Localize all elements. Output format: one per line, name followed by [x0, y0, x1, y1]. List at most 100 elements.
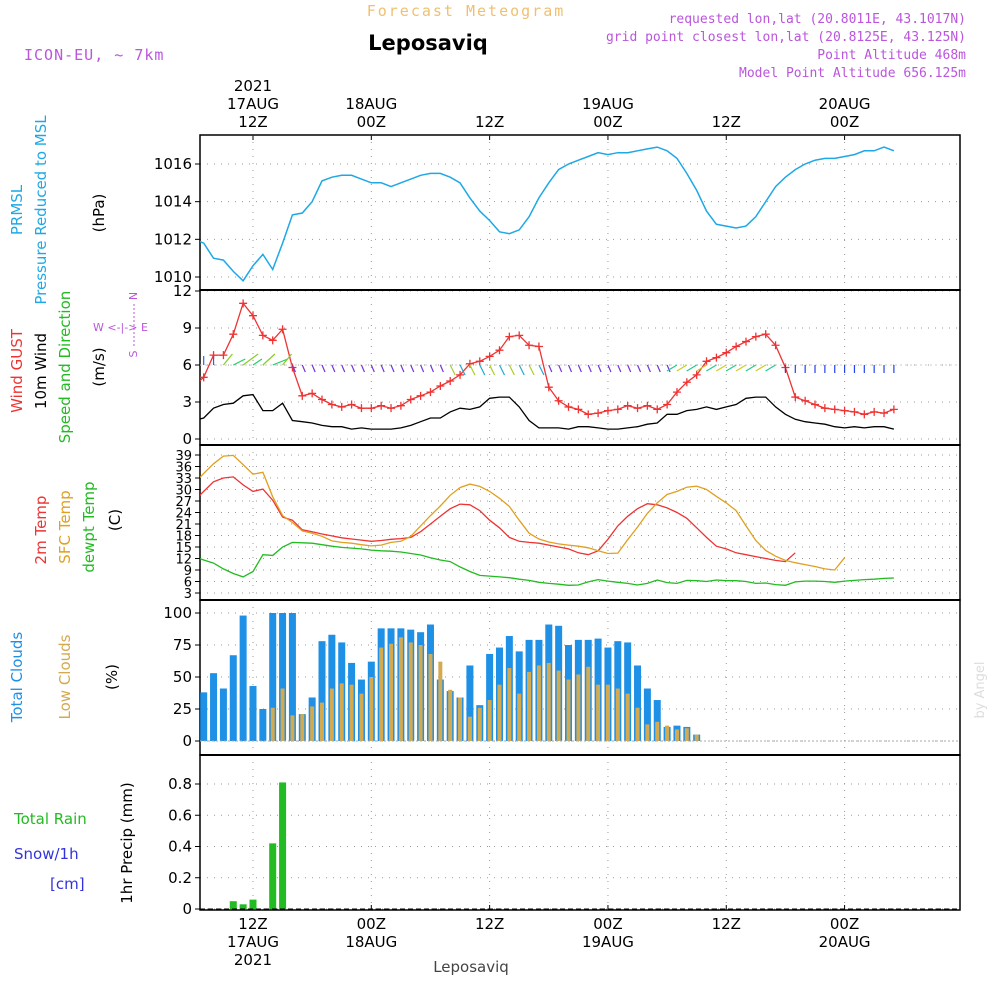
- gust-marker: [692, 370, 701, 379]
- wind-arrow: [666, 364, 678, 372]
- top-time-label: 20AUG: [819, 95, 871, 113]
- wind-arrow: [331, 364, 336, 373]
- total-cloud-bar: [288, 613, 296, 741]
- gust-marker: [505, 332, 514, 341]
- ytick-label: 39: [175, 449, 192, 464]
- total-cloud-bar: [269, 613, 277, 741]
- ytick-label: 0.2: [168, 869, 192, 887]
- ytick-label: 100: [163, 604, 192, 622]
- rain-label: Total Rain: [13, 810, 87, 828]
- gust-marker: [229, 330, 238, 339]
- low-cloud-bar: [398, 637, 403, 741]
- snow-label: Snow/1h: [14, 845, 79, 863]
- total-cloud-bar: [328, 634, 336, 741]
- total-cloud-bar: [200, 692, 208, 741]
- low-cloud-bar: [477, 707, 482, 741]
- panel-frame: [199, 444, 961, 601]
- top-time-label: 2021: [234, 77, 272, 95]
- gust-marker: [584, 410, 593, 419]
- gust-marker: [870, 407, 879, 416]
- low-cloud-bar: [339, 683, 344, 741]
- wind-arrow: [627, 364, 632, 373]
- low-cloud-bar: [320, 702, 325, 741]
- compass-n: N: [127, 292, 140, 300]
- wind-arrow: [301, 364, 306, 373]
- wind-arrow: [449, 364, 456, 376]
- ytick-label: 0.4: [168, 838, 192, 856]
- ytick-label: 27: [175, 495, 192, 510]
- wind-arrow: [400, 364, 405, 373]
- top-time-label: 00Z: [357, 113, 386, 131]
- bottom-time-label: 12Z: [475, 915, 504, 933]
- low-cloud-bar: [270, 707, 275, 741]
- gust-marker: [288, 363, 297, 372]
- wind-arrow: [370, 364, 375, 373]
- total-cloud-bar: [131, 664, 138, 741]
- total-cloud-bar: [249, 685, 257, 741]
- gust-marker: [219, 351, 228, 360]
- wind-arrow: [341, 364, 346, 373]
- wind-arrow: [735, 364, 747, 372]
- top-time-label: 00Z: [830, 113, 859, 131]
- rain-bar: [239, 904, 247, 909]
- gust-marker: [337, 402, 346, 411]
- low-cloud-bar: [507, 668, 512, 741]
- low-cloud-bar: [359, 693, 364, 741]
- gust-marker: [190, 382, 198, 390]
- gust-marker: [732, 342, 741, 351]
- wind-arrow: [558, 364, 563, 373]
- gust-marker: [643, 401, 652, 410]
- wind-arrow: [489, 364, 496, 376]
- gust-marker: [771, 341, 780, 350]
- gust-marker: [603, 406, 612, 415]
- temp-series: [200, 454, 894, 586]
- gust-marker: [623, 401, 632, 410]
- ytick-label: 24: [175, 507, 192, 522]
- cm-label: [cm]: [50, 875, 85, 893]
- gust-marker: [653, 405, 662, 414]
- ytick-label: 9: [182, 319, 192, 337]
- low-cloud-bar: [497, 684, 502, 741]
- gust-marker: [465, 359, 474, 368]
- gust-marker: [722, 348, 731, 357]
- gust-marker: [318, 395, 327, 404]
- low-cloud-bar: [655, 721, 660, 741]
- low-cloud-bar: [418, 645, 423, 741]
- gust-marker: [880, 409, 889, 418]
- gust-marker: [820, 404, 829, 413]
- gust-marker: [406, 395, 415, 404]
- bottom-time-label: 2021: [234, 951, 272, 969]
- wind-arrow: [745, 364, 757, 372]
- gust-marker: [564, 402, 573, 411]
- ytick-label: 3: [182, 393, 192, 411]
- gust-marker: [131, 420, 139, 428]
- wind-arrow: [272, 358, 288, 366]
- wind-arrow: [390, 364, 395, 373]
- gust-marker: [268, 336, 277, 345]
- wind-arrow: [242, 353, 259, 366]
- rain-bar: [269, 843, 277, 909]
- wind-arrow: [459, 364, 466, 376]
- header: Forecast Meteogram Leposaviq ICON-EU, ~ …: [24, 2, 988, 976]
- ytick-label: 1016: [154, 155, 192, 173]
- bottom-time-label: 17AUG: [227, 933, 279, 951]
- gust-marker: [308, 389, 317, 398]
- low-cloud-bar: [448, 689, 453, 741]
- rain-bar: [229, 901, 237, 909]
- ytick-label: 0: [182, 732, 192, 750]
- wind-arrow: [607, 364, 612, 373]
- ytick-label: 0.8: [168, 775, 192, 793]
- ytick-label: 33: [175, 472, 192, 487]
- wind-arrow: [233, 358, 246, 366]
- point-altitude: Point Altitude 468m: [817, 48, 966, 63]
- low-cloud-bar: [556, 670, 561, 741]
- wind-unit: (m/s): [90, 347, 108, 386]
- low-cloud-bar: [389, 643, 394, 741]
- low-cloud-bar: [566, 679, 571, 741]
- cloud-unit: (%): [103, 664, 121, 690]
- gust-marker: [475, 357, 484, 366]
- total-cloud-bar: [229, 655, 237, 741]
- low-cloud-bar: [615, 688, 620, 741]
